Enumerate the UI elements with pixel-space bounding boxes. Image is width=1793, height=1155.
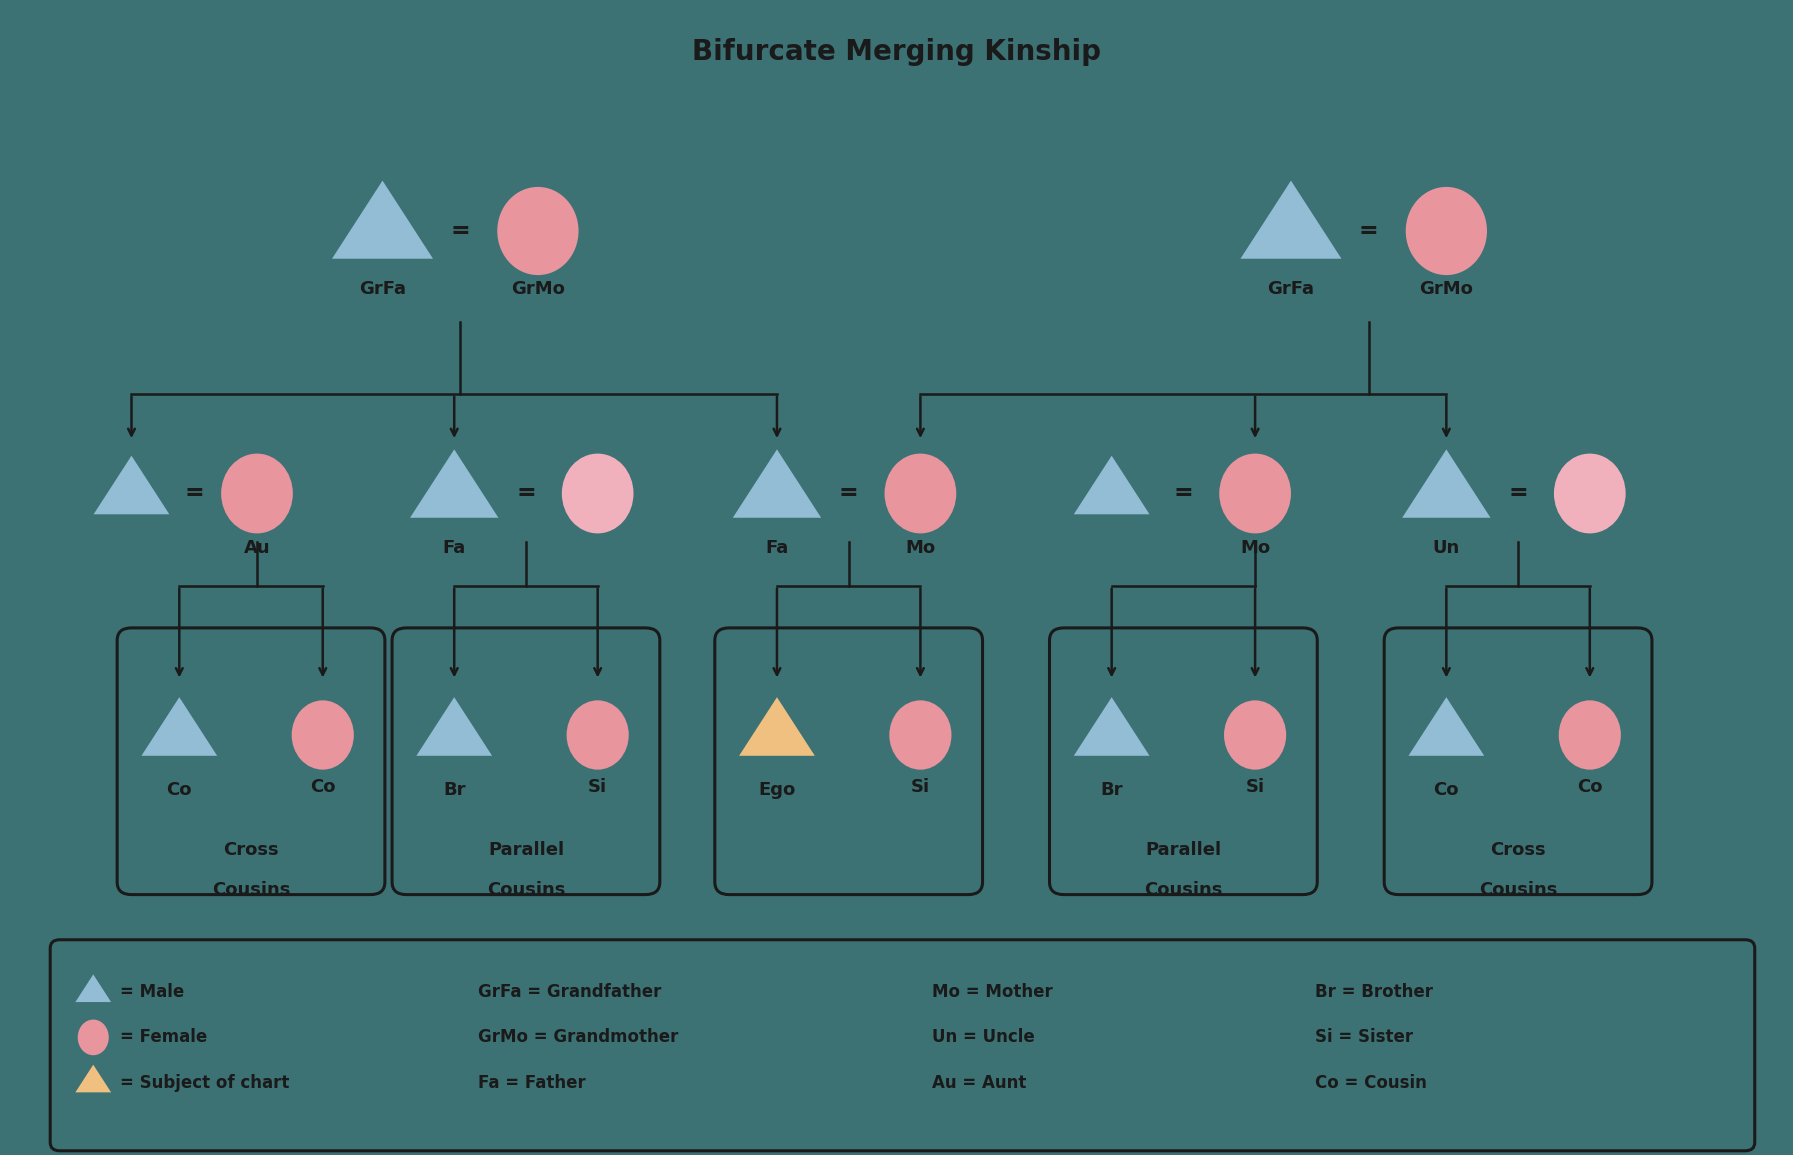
Polygon shape xyxy=(1074,698,1149,755)
Text: = Female: = Female xyxy=(120,1028,206,1046)
Polygon shape xyxy=(332,180,432,259)
Polygon shape xyxy=(1241,180,1341,259)
Text: Au: Au xyxy=(244,538,271,557)
Text: Cousins: Cousins xyxy=(486,881,565,899)
Polygon shape xyxy=(733,449,821,517)
Text: Co: Co xyxy=(1434,781,1460,799)
Text: GrMo: GrMo xyxy=(511,281,565,298)
Text: Parallel: Parallel xyxy=(488,841,565,859)
FancyBboxPatch shape xyxy=(117,628,385,895)
Text: = Subject of chart: = Subject of chart xyxy=(120,1073,289,1091)
Text: Cousins: Cousins xyxy=(1479,881,1558,899)
Text: Un: Un xyxy=(1433,538,1460,557)
Text: Fa: Fa xyxy=(443,538,466,557)
Ellipse shape xyxy=(561,454,633,534)
Text: Si: Si xyxy=(1246,778,1264,796)
Polygon shape xyxy=(142,698,217,755)
Text: GrFa: GrFa xyxy=(359,281,405,298)
Text: =: = xyxy=(185,482,204,506)
Polygon shape xyxy=(1409,698,1485,755)
Text: Mo = Mother: Mo = Mother xyxy=(932,983,1052,1001)
Text: Br: Br xyxy=(1101,781,1122,799)
Ellipse shape xyxy=(1406,187,1486,275)
FancyBboxPatch shape xyxy=(1049,628,1318,895)
Ellipse shape xyxy=(1555,454,1626,534)
Text: Fa: Fa xyxy=(766,538,789,557)
Text: Ego: Ego xyxy=(758,781,796,799)
Text: Au = Aunt: Au = Aunt xyxy=(932,1073,1027,1091)
Text: =: = xyxy=(516,482,536,506)
Ellipse shape xyxy=(77,1020,109,1056)
Polygon shape xyxy=(93,456,169,514)
Text: =: = xyxy=(450,219,470,243)
Text: Mo: Mo xyxy=(1241,538,1269,557)
Text: Un = Uncle: Un = Uncle xyxy=(932,1028,1035,1046)
Text: GrMo = Grandmother: GrMo = Grandmother xyxy=(479,1028,678,1046)
Polygon shape xyxy=(75,975,111,1003)
Text: GrFa = Grandfather: GrFa = Grandfather xyxy=(479,983,662,1001)
Polygon shape xyxy=(1402,449,1490,517)
Text: GrFa: GrFa xyxy=(1268,281,1314,298)
Text: Cross: Cross xyxy=(222,841,280,859)
Text: Si = Sister: Si = Sister xyxy=(1314,1028,1413,1046)
Polygon shape xyxy=(411,449,498,517)
Ellipse shape xyxy=(1219,454,1291,534)
FancyBboxPatch shape xyxy=(1384,628,1651,895)
Polygon shape xyxy=(75,1065,111,1093)
FancyBboxPatch shape xyxy=(50,940,1755,1150)
Ellipse shape xyxy=(221,454,292,534)
Polygon shape xyxy=(416,698,491,755)
Text: =: = xyxy=(839,482,859,506)
Text: Parallel: Parallel xyxy=(1146,841,1221,859)
Text: Si: Si xyxy=(588,778,608,796)
Text: Co = Cousin: Co = Cousin xyxy=(1314,1073,1427,1091)
Text: GrMo: GrMo xyxy=(1420,281,1474,298)
Ellipse shape xyxy=(292,700,353,769)
Text: Br: Br xyxy=(443,781,466,799)
Polygon shape xyxy=(739,698,814,755)
Ellipse shape xyxy=(884,454,956,534)
Polygon shape xyxy=(1074,456,1149,514)
Text: Cousins: Cousins xyxy=(212,881,290,899)
Text: Br = Brother: Br = Brother xyxy=(1314,983,1433,1001)
Text: =: = xyxy=(1173,482,1194,506)
Text: =: = xyxy=(1359,219,1379,243)
Text: Cousins: Cousins xyxy=(1144,881,1223,899)
Text: Fa = Father: Fa = Father xyxy=(479,1073,586,1091)
Ellipse shape xyxy=(1225,700,1286,769)
FancyBboxPatch shape xyxy=(715,628,983,895)
Text: Mo: Mo xyxy=(905,538,936,557)
Text: Cross: Cross xyxy=(1490,841,1546,859)
Ellipse shape xyxy=(567,700,629,769)
Ellipse shape xyxy=(1558,700,1621,769)
Ellipse shape xyxy=(889,700,952,769)
Text: Si: Si xyxy=(911,778,931,796)
FancyBboxPatch shape xyxy=(393,628,660,895)
Text: Co: Co xyxy=(167,781,192,799)
Text: =: = xyxy=(1508,482,1528,506)
Text: = Male: = Male xyxy=(120,983,185,1001)
Text: Bifurcate Merging Kinship: Bifurcate Merging Kinship xyxy=(692,38,1101,67)
Text: Co: Co xyxy=(1578,778,1603,796)
Ellipse shape xyxy=(497,187,579,275)
Text: Co: Co xyxy=(310,778,335,796)
